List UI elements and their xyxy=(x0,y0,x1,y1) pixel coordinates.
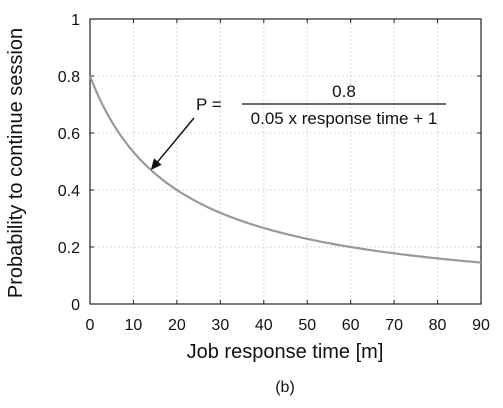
x-tick-label: 40 xyxy=(255,317,273,334)
formula-annotation: P = 0.8 0.05 x response time + 1 xyxy=(150,82,446,171)
x-tick-label: 50 xyxy=(298,317,316,334)
x-tick-label: 60 xyxy=(342,317,360,334)
panel-label: (b) xyxy=(275,379,295,396)
formula-numerator: 0.8 xyxy=(332,82,356,101)
y-tick-label: 0.6 xyxy=(58,126,80,143)
x-tick-label: 30 xyxy=(211,317,229,334)
y-tick-label: 0.2 xyxy=(58,240,80,257)
plot-frame xyxy=(89,18,482,305)
x-tick-label: 20 xyxy=(168,317,186,334)
formula-lhs: P = xyxy=(196,95,222,114)
formula-denominator: 0.05 x response time + 1 xyxy=(251,109,438,128)
series-line xyxy=(88,75,482,264)
y-tick-label: 1 xyxy=(71,12,80,29)
y-axis-ticks: 0 0.2 0.4 0.6 0.8 1 xyxy=(58,12,481,314)
x-tick-label: 90 xyxy=(472,317,490,334)
x-axis-ticks: 0 10 20 30 40 50 60 70 80 90 xyxy=(86,19,490,334)
annotation-arrow xyxy=(157,117,195,163)
x-axis-label: Job response time [m] xyxy=(187,341,384,363)
x-tick-label: 80 xyxy=(429,317,447,334)
grid xyxy=(90,19,481,304)
y-tick-label: 0 xyxy=(71,297,80,314)
y-tick-label: 0.8 xyxy=(58,69,80,86)
x-tick-label: 70 xyxy=(385,317,403,334)
annotation-arrowhead xyxy=(150,158,162,171)
x-tick-label: 10 xyxy=(125,317,143,334)
x-tick-label: 0 xyxy=(86,317,95,334)
y-tick-label: 0.4 xyxy=(58,183,80,200)
y-axis-label: Probability to continue session xyxy=(5,28,27,298)
